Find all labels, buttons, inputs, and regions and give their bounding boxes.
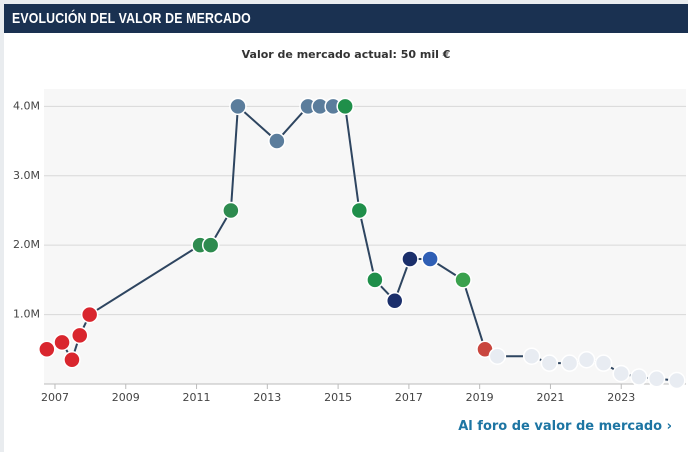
x-tick-label: 2019: [466, 391, 494, 404]
forum-link-text[interactable]: Al foro de valor de mercado: [458, 419, 663, 434]
marker: [229, 97, 247, 116]
header: EVOLUCIÓN DEL VALOR DE MERCADO: [4, 4, 688, 33]
marker: [630, 368, 648, 386]
y-tick-label: 1.0M: [13, 308, 40, 321]
marker: [612, 364, 630, 383]
x-tick-label: 2017: [395, 391, 423, 404]
marker: [38, 340, 56, 359]
forum-link[interactable]: Al foro de valor de mercado ›: [458, 419, 672, 434]
x-tick-label: 2021: [536, 391, 564, 404]
x-tick-label: 2013: [253, 391, 281, 404]
chart: Valor de mercado actual: 50 mil € 1.0M 2.…: [13, 48, 686, 404]
x-tick-label: 2023: [607, 391, 635, 404]
x-tick-label: 2007: [41, 391, 69, 404]
marker: [560, 354, 579, 372]
x-tick-label: 2015: [324, 391, 352, 404]
card: EVOLUCIÓN DEL VALOR DE MERCADO Valor de …: [4, 4, 688, 452]
x-tick-label: 2009: [112, 391, 140, 404]
marker: [53, 333, 71, 352]
marker: [366, 271, 384, 289]
marker: [201, 236, 220, 254]
marker: [488, 347, 507, 365]
marker: [594, 354, 613, 372]
marker: [647, 370, 666, 388]
y-tick-label: 4.0M: [13, 99, 40, 112]
marker: [350, 201, 369, 220]
y-tick-label: 3.0M: [13, 169, 40, 182]
marker: [385, 291, 404, 310]
marker: [421, 250, 439, 268]
chart-subtitle: Valor de mercado actual: 50 mil €: [242, 48, 451, 61]
x-tick-label: 2011: [183, 391, 211, 404]
marker: [336, 97, 354, 116]
marker: [454, 271, 472, 289]
marker: [63, 350, 81, 369]
marker: [401, 250, 419, 268]
marker: [80, 305, 99, 324]
marker: [668, 371, 686, 390]
marker: [222, 201, 240, 220]
header-title: EVOLUCIÓN DEL VALOR DE MERCADO: [12, 10, 251, 27]
marker: [522, 347, 541, 365]
marker: [540, 354, 559, 372]
marker: [268, 132, 286, 150]
marker: [70, 326, 89, 345]
marker: [577, 350, 596, 369]
y-tick-label: 2.0M: [13, 238, 40, 251]
